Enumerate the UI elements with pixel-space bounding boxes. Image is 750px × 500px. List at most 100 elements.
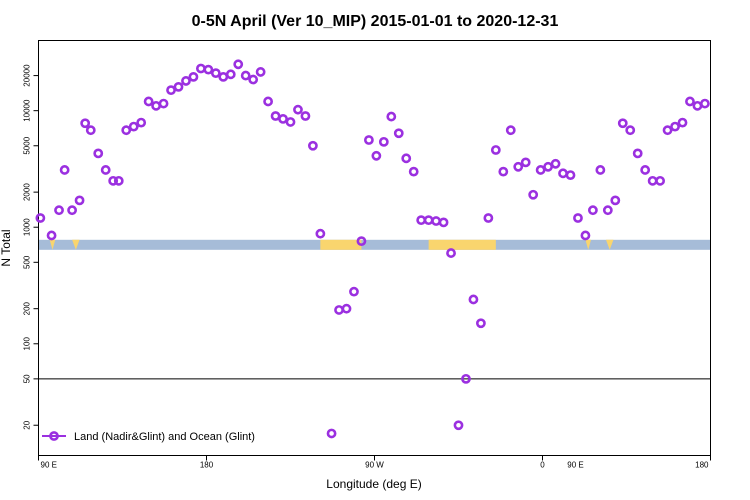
y-tick-label: 100 — [23, 337, 32, 351]
x-tick-label: 90 E — [41, 461, 57, 470]
legend: Land (Nadir&Glint) and Ocean (Glint) — [42, 431, 255, 443]
data-point — [74, 195, 85, 206]
data-point — [386, 111, 397, 122]
x-tick-label: 0 — [540, 461, 545, 470]
data-point — [558, 168, 568, 179]
legend-marker — [49, 431, 59, 441]
data-point — [401, 153, 412, 164]
y-tick-label: 20 — [23, 420, 32, 429]
data-point — [85, 125, 96, 136]
land-segment — [49, 239, 56, 250]
y-tick-label: 1000 — [23, 218, 32, 236]
ocean-band — [38, 239, 711, 250]
data-point — [393, 128, 404, 139]
data-point — [113, 175, 124, 186]
data-point — [307, 140, 318, 151]
data-point — [255, 67, 266, 77]
data-point — [35, 213, 46, 223]
data-point — [225, 69, 236, 80]
data-point — [195, 63, 206, 74]
data-point — [416, 215, 427, 226]
data-point — [625, 125, 636, 136]
data-point — [475, 318, 486, 329]
data-point — [662, 125, 673, 136]
data-point — [218, 71, 229, 82]
x-tick-label: 90 W — [365, 461, 384, 470]
data-point — [46, 230, 57, 241]
x-tick-label: 90 E — [567, 461, 583, 470]
data-point — [573, 213, 583, 223]
data-point — [483, 213, 494, 223]
data-point — [108, 175, 119, 186]
data-point — [371, 150, 382, 161]
data-point — [248, 74, 259, 85]
data-point — [100, 165, 111, 175]
data-point — [692, 100, 703, 111]
data-point — [233, 59, 244, 70]
y-axis: 20 50 100 200 500 1000 2000 5000 10000 20000 — [23, 64, 39, 430]
y-tick-label: 50 — [23, 374, 32, 383]
data-point — [181, 76, 191, 86]
data-point — [285, 117, 296, 127]
y-axis-label: N Total — [0, 229, 13, 266]
data-point — [520, 157, 531, 168]
data-point — [300, 111, 311, 121]
land-segment — [428, 239, 496, 250]
data-points — [35, 59, 710, 439]
data-point — [59, 165, 70, 175]
surface-band — [38, 239, 711, 250]
data-point — [293, 104, 303, 115]
data-point — [490, 145, 501, 155]
data-point — [80, 118, 91, 129]
data-point — [438, 217, 449, 228]
data-point — [326, 428, 337, 439]
data-point — [93, 148, 104, 159]
data-point — [158, 98, 169, 109]
data-point — [341, 303, 352, 314]
data-point — [580, 230, 591, 241]
data-point — [528, 189, 539, 200]
data-point — [240, 70, 251, 81]
data-point — [513, 161, 524, 172]
data-point — [136, 117, 147, 128]
data-point — [565, 170, 576, 181]
data-point — [151, 100, 161, 111]
land-segment — [605, 239, 614, 250]
y-tick-label: 500 — [23, 255, 32, 269]
data-point — [543, 161, 553, 172]
data-point — [203, 64, 214, 75]
data-point — [602, 205, 613, 216]
data-point — [263, 96, 273, 107]
data-point — [378, 136, 389, 147]
y-tick-label: 200 — [23, 301, 32, 315]
data-point — [54, 205, 64, 216]
data-point — [188, 71, 199, 82]
data-point — [431, 216, 441, 226]
data-point — [173, 81, 184, 92]
data-point — [143, 96, 154, 107]
data-point — [655, 175, 665, 186]
data-point — [363, 135, 374, 145]
data-point — [617, 118, 628, 129]
data-point — [700, 98, 710, 109]
land-segment — [72, 239, 80, 250]
data-point — [446, 248, 456, 258]
data-point — [270, 111, 281, 121]
data-point — [423, 215, 434, 226]
data-point — [453, 420, 464, 431]
data-point — [498, 166, 509, 177]
data-point — [461, 373, 471, 384]
data-point — [550, 158, 561, 169]
data-point — [349, 286, 359, 297]
legend-label: Land (Nadir&Glint) and Ocean (Glint) — [74, 431, 255, 443]
data-point — [356, 236, 367, 247]
x-axis-label: Longitude (deg E) — [326, 477, 421, 491]
x-tick-label: 180 — [200, 461, 214, 470]
data-point — [468, 294, 479, 305]
data-point — [408, 166, 419, 177]
data-point — [677, 117, 688, 128]
data-point — [610, 195, 621, 206]
data-point — [334, 305, 344, 315]
land-segment — [320, 239, 362, 250]
chart-title: 0-5N April (Ver 10_MIP) 2015-01-01 to 20… — [192, 13, 559, 30]
